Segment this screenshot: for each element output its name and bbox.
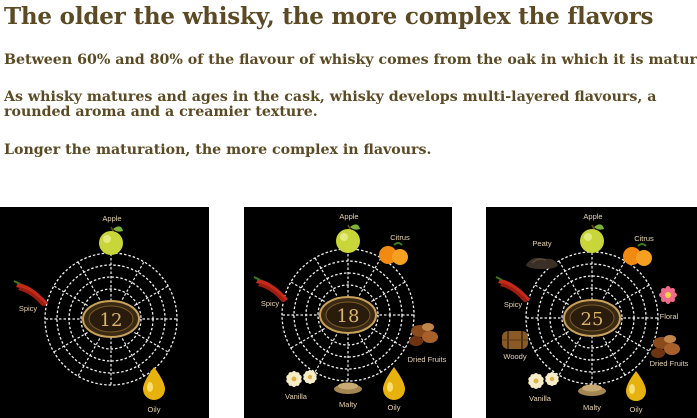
web-spoke (363, 281, 406, 307)
web-spoke (314, 257, 340, 300)
flavor-label-apple: Apple (102, 214, 121, 223)
orange-icon (623, 243, 652, 266)
web-spoke (126, 327, 169, 353)
flavor-label-peaty: Peaty (532, 239, 551, 248)
web-spoke (290, 281, 333, 307)
flavor-wheel-12-graphic: 12 Apple Spicy Oily (13, 214, 178, 414)
age-label: 12 (100, 310, 123, 331)
barrel-icon (502, 331, 528, 349)
flavor-wheel-12: 12 Apple Spicy Oily (0, 207, 209, 418)
chili-icon (495, 276, 530, 302)
web-spoke (77, 334, 103, 377)
orange-icon (379, 242, 408, 265)
malt-icon (578, 384, 606, 396)
peat-icon (526, 257, 558, 269)
flavor-label-oily: Oily (388, 403, 401, 412)
web-spoke (53, 327, 96, 353)
web-spoke (607, 326, 650, 352)
vanilla-flower-icon (528, 372, 559, 389)
flower-icon (659, 286, 677, 304)
flavor-label-floral: Floral (660, 312, 679, 321)
web-spoke (119, 334, 145, 377)
web-spoke (534, 284, 577, 310)
flavor-wheel-18-graphic: 18 Apple Citrus Spicy (253, 212, 447, 412)
age-badge: 18 (319, 296, 377, 334)
apple-icon (336, 224, 360, 253)
flavor-label-malty: Malty (339, 400, 357, 409)
web-spoke (534, 326, 577, 352)
apple-icon (99, 226, 123, 255)
flavor-label-citrus: Citrus (390, 233, 410, 242)
web-spoke (126, 285, 169, 311)
oil-drop-icon (143, 367, 165, 400)
flavor-label-spicy: Spicy (261, 299, 280, 308)
flavor-label-citrus: Citrus (634, 234, 654, 243)
age-badge: 12 (82, 300, 140, 338)
flavor-label-woody: Woody (503, 352, 526, 361)
web-ring (80, 288, 142, 350)
web-ring (561, 287, 623, 349)
flavor-label-vanilla: Vanilla (285, 392, 308, 401)
paragraph-complexity: Longer the maturation, the more complex … (4, 142, 432, 158)
chili-icon (13, 280, 48, 306)
chili-icon (253, 276, 288, 302)
flavor-label-apple: Apple (583, 212, 602, 221)
paragraph-oak-flavour: Between 60% and 80% of the flavour of wh… (4, 52, 697, 68)
flavor-wheel-25: 25 Apple Peaty Citrus Spicy (486, 207, 697, 418)
flavor-label-oily: Oily (148, 405, 161, 414)
dried-fruits-icon (409, 323, 438, 346)
paragraph-maturation: As whisky matures and ages in the cask, … (4, 89, 657, 120)
flavor-label-malty: Malty (583, 403, 601, 412)
flavor-label-dried-fruits: Dried Fruits (650, 359, 689, 368)
web-spoke (600, 333, 626, 376)
flavor-label-oily: Oily (630, 405, 643, 414)
web-spoke (600, 260, 626, 303)
oil-drop-icon (626, 371, 646, 401)
web-spoke (356, 330, 382, 373)
web-spoke (53, 285, 96, 311)
web-spoke (558, 260, 584, 303)
web-spoke (290, 323, 333, 349)
dried-fruits-icon (651, 335, 680, 358)
web-spoke (119, 261, 145, 304)
web-spoke (607, 284, 650, 310)
oil-drop-icon (383, 367, 405, 400)
flavor-label-vanilla: Vanilla (529, 394, 552, 403)
web-spoke (77, 261, 103, 304)
flavor-wheel-18: 18 Apple Citrus Spicy (244, 207, 452, 418)
spider-web (525, 251, 659, 385)
apple-icon (580, 224, 604, 253)
vanilla-flower-icon (286, 370, 317, 387)
web-spoke (363, 323, 406, 349)
malt-icon (334, 382, 362, 394)
flavor-label-dried-fruits: Dried Fruits (408, 355, 447, 364)
flavor-label-spicy: Spicy (19, 304, 38, 313)
page-headline: The older the whisky, the more complex t… (4, 3, 654, 30)
flavor-label-spicy: Spicy (504, 300, 523, 309)
age-badge: 25 (563, 299, 621, 337)
flavor-label-apple: Apple (339, 212, 358, 221)
age-label: 25 (581, 309, 604, 330)
web-ring (317, 284, 379, 346)
age-label: 18 (337, 306, 360, 327)
web-spoke (314, 330, 340, 373)
flavor-wheel-25-graphic: 25 Apple Peaty Citrus Spicy (495, 212, 689, 414)
web-spoke (356, 257, 382, 300)
web-spoke (558, 333, 584, 376)
